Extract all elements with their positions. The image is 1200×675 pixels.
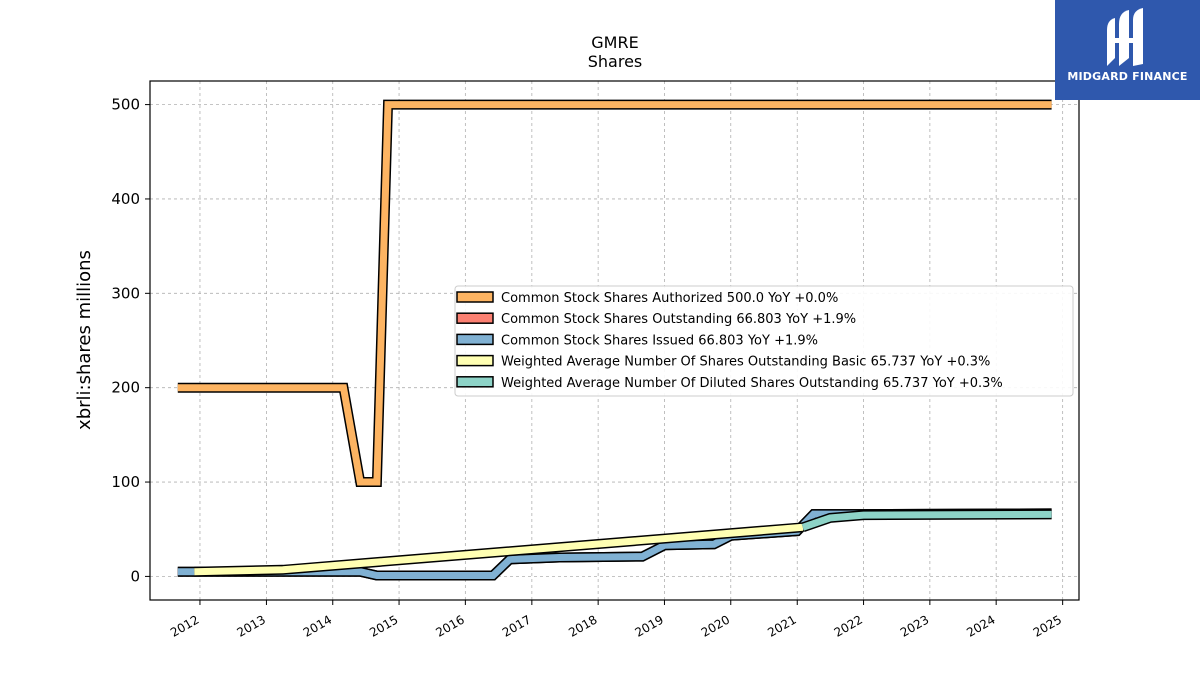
series-group [177, 99, 1052, 581]
legend: Common Stock Shares Authorized 500.0 YoY… [454, 285, 1074, 397]
legend-label-1: Common Stock Shares Outstanding 66.803 Y… [501, 312, 856, 327]
x-tick-label: 2019 [633, 612, 666, 639]
y-tick-label: 200 [111, 379, 140, 397]
legend-label-2: Common Stock Shares Issued 66.803 YoY +1… [501, 333, 818, 348]
series-line-2 [177, 509, 1052, 579]
y-axis-label: xbrli:shares millions [74, 250, 95, 430]
y-tick-label: 0 [130, 567, 140, 585]
legend-label-4: Weighted Average Number Of Diluted Share… [501, 376, 1003, 391]
legend-swatch-0 [456, 291, 494, 303]
x-tick-label: 2021 [765, 612, 798, 639]
legend-box [454, 285, 1074, 397]
x-tick-label: 2013 [234, 612, 267, 639]
x-tick-label: 2014 [301, 612, 334, 639]
series-line-3 [194, 523, 804, 576]
x-tick-label: 2025 [1031, 612, 1064, 639]
legend-label-3: Weighted Average Number Of Shares Outsta… [501, 355, 990, 370]
legend-label-0: Common Stock Shares Authorized 500.0 YoY… [501, 291, 838, 306]
y-tick-label: 500 [111, 96, 140, 114]
x-tick-label: 2017 [500, 612, 533, 639]
chart-title: GMRE [591, 33, 638, 52]
y-tick-label: 100 [111, 473, 140, 491]
series-line-0 [177, 101, 1052, 486]
y-tick-label: 300 [111, 284, 140, 302]
x-tick-label: 2015 [367, 612, 400, 639]
legend-swatch-2 [456, 333, 494, 346]
x-tick-label: 2023 [898, 612, 931, 639]
logo-text: MIDGARD FINANCE [1067, 70, 1188, 83]
x-tick-label: 2018 [566, 612, 599, 639]
x-axis: 2012 2013 2014 2015 2016 2017 2018 2019 2020 2021… [168, 600, 1064, 640]
brand-logo: MIDGARD FINANCE [1055, 0, 1200, 100]
x-tick-label: 2024 [964, 612, 997, 639]
x-tick-label: 2016 [433, 612, 466, 639]
logo-icon [1107, 8, 1143, 66]
x-tick-label: 2012 [168, 612, 201, 639]
plot-frame [149, 80, 1080, 601]
x-tick-label: 2020 [699, 612, 732, 639]
legend-swatch-3 [456, 354, 494, 367]
legend-swatch-1 [456, 312, 494, 324]
x-tick-label: 2022 [832, 612, 865, 639]
legend-swatch-4 [456, 376, 494, 388]
y-axis: 0 100 200 300 400 500 [111, 96, 150, 585]
chart-subtitle: Shares [588, 52, 643, 71]
series-line-4 [801, 510, 1052, 531]
y-tick-label: 400 [111, 190, 140, 208]
